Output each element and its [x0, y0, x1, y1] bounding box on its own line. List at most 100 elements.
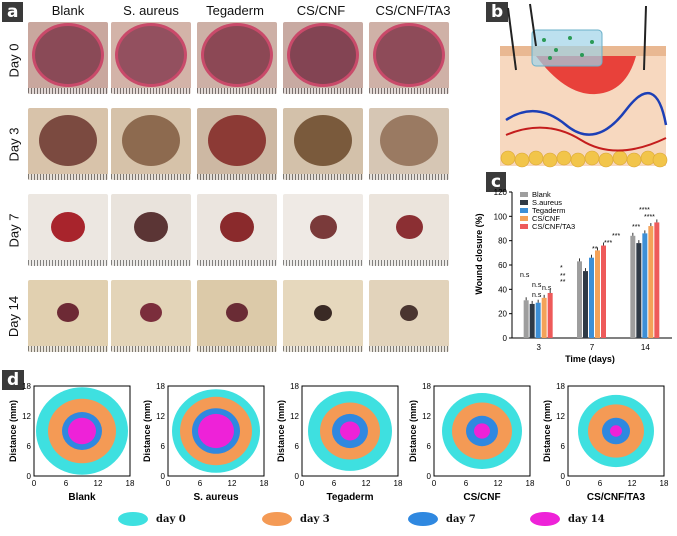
- scale-ruler: [369, 346, 449, 352]
- x-tick-label: 18: [526, 479, 535, 488]
- legend-label: Tegaderm: [532, 206, 565, 215]
- legend-day14: day 14: [530, 512, 605, 526]
- legend-day0: day 0: [118, 512, 186, 526]
- scale-ruler: [111, 346, 191, 352]
- bar: [523, 300, 529, 338]
- x-tick-label: 18: [660, 479, 669, 488]
- y-tick-label: 6: [295, 442, 300, 451]
- contour-plot: 0 6 12 18 0 6 12 18 Distance (mm) Blank: [8, 382, 135, 503]
- significance-label: ****: [639, 207, 650, 214]
- plot-title: CS/CNF/TA3: [587, 492, 646, 503]
- hair-3: [643, 5, 647, 71]
- y-tick-label: 18: [556, 382, 565, 391]
- particles: [542, 36, 594, 60]
- scale-ruler: [28, 174, 108, 180]
- scale-ruler: [283, 174, 363, 180]
- scale-ruler: [197, 260, 277, 266]
- wound-photo: [283, 194, 363, 266]
- y-axis-label: Distance (mm): [142, 400, 152, 462]
- bar: [630, 235, 636, 338]
- y-tick-label: 0: [161, 472, 166, 481]
- legend-swatch-day14: [530, 512, 560, 526]
- hydrogel-dressing: [531, 29, 603, 67]
- scale-ruler: [369, 174, 449, 180]
- x-tick-label: 7: [590, 343, 595, 352]
- column-header-cscnfta3: CS/CNF/TA3: [375, 3, 451, 18]
- wound-photo: [197, 108, 277, 180]
- scale-ruler: [28, 346, 108, 352]
- wound-area: [208, 115, 266, 167]
- scale-ruler: [197, 88, 277, 94]
- bar: [577, 261, 582, 338]
- contour-day14: [198, 413, 234, 449]
- legend-day3: day 3: [262, 512, 330, 526]
- wound-photo: [369, 108, 449, 180]
- y-tick-label: 120: [494, 188, 508, 197]
- wound-photo: [197, 194, 277, 266]
- x-tick-label: 6: [598, 479, 603, 488]
- y-axis-label: Distance (mm): [8, 400, 18, 462]
- x-tick-label: 18: [394, 479, 403, 488]
- chart-annotations: n.sn.sn.sn.s************************: [520, 207, 655, 299]
- contour-day14: [610, 425, 622, 437]
- bar: [601, 245, 606, 338]
- legend-label: CS/CNF/TA3: [532, 222, 575, 231]
- panel-c-label: c: [486, 172, 507, 192]
- y-tick-label: 18: [422, 382, 431, 391]
- legend-swatch-day7: [408, 512, 438, 526]
- plot-title: Blank: [68, 492, 96, 503]
- contour-plot: 0 6 12 18 0 6 12 18 Distance (mm) S. aureus: [142, 382, 269, 503]
- x-tick-label: 18: [260, 479, 269, 488]
- x-tick-label: 6: [464, 479, 469, 488]
- x-tick-label: 3: [536, 343, 541, 352]
- y-tick-label: 0: [295, 472, 300, 481]
- y-tick-label: 80: [498, 237, 507, 246]
- x-tick-label: 14: [641, 343, 650, 352]
- significance-label: **: [592, 246, 598, 253]
- scale-ruler: [283, 260, 363, 266]
- panel-b-label: b: [486, 2, 509, 22]
- legend-swatch: [520, 192, 528, 197]
- significance-label: ***: [604, 240, 612, 247]
- column-header-saureus: S. aureus: [123, 3, 179, 18]
- y-tick-label: 6: [561, 442, 566, 451]
- wound-area: [314, 305, 332, 322]
- wound-area: [400, 305, 418, 322]
- plot-title: Tegaderm: [326, 492, 373, 503]
- wound-area: [380, 115, 438, 167]
- legend-swatch-day3: [262, 512, 292, 526]
- wound-photo: [283, 108, 363, 180]
- panel-d-label: d: [2, 370, 25, 390]
- contour-plot: 0 6 12 18 0 6 12 18 Distance (mm) CS/CNF: [408, 382, 535, 503]
- x-tick-label: 18: [126, 479, 135, 488]
- wound-photo: [369, 22, 449, 94]
- wound-photo: [28, 22, 108, 94]
- significance-label: **: [560, 273, 566, 280]
- scale-ruler: [283, 346, 363, 352]
- legend-label: Blank: [532, 190, 551, 199]
- y-tick-label: 18: [156, 382, 165, 391]
- x-tick-label: 0: [166, 479, 171, 488]
- plot-frame: [167, 385, 265, 477]
- x-tick-label: 12: [494, 479, 503, 488]
- plot-frame: [567, 385, 665, 477]
- y-tick-label: 12: [422, 412, 431, 421]
- scale-ruler: [28, 88, 108, 94]
- wound-area: [57, 303, 79, 323]
- x-tick-label: 12: [628, 479, 637, 488]
- bar: [636, 243, 642, 338]
- significance-label: n.s: [520, 272, 530, 279]
- y-tick-label: 18: [22, 382, 31, 391]
- y-tick-label: 40: [498, 285, 507, 294]
- wound-photo: [111, 108, 191, 180]
- wound-area: [226, 303, 248, 323]
- y-axis-label: Distance (mm): [408, 400, 418, 462]
- wound-area: [220, 212, 254, 243]
- chart-bars: [523, 219, 660, 338]
- y-tick-label: 12: [22, 412, 31, 421]
- wound-area: [51, 212, 85, 243]
- wound-photo: [283, 280, 363, 352]
- wound-area: [118, 25, 184, 84]
- x-tick-label: 0: [566, 479, 571, 488]
- legend-swatch-day0: [118, 512, 148, 526]
